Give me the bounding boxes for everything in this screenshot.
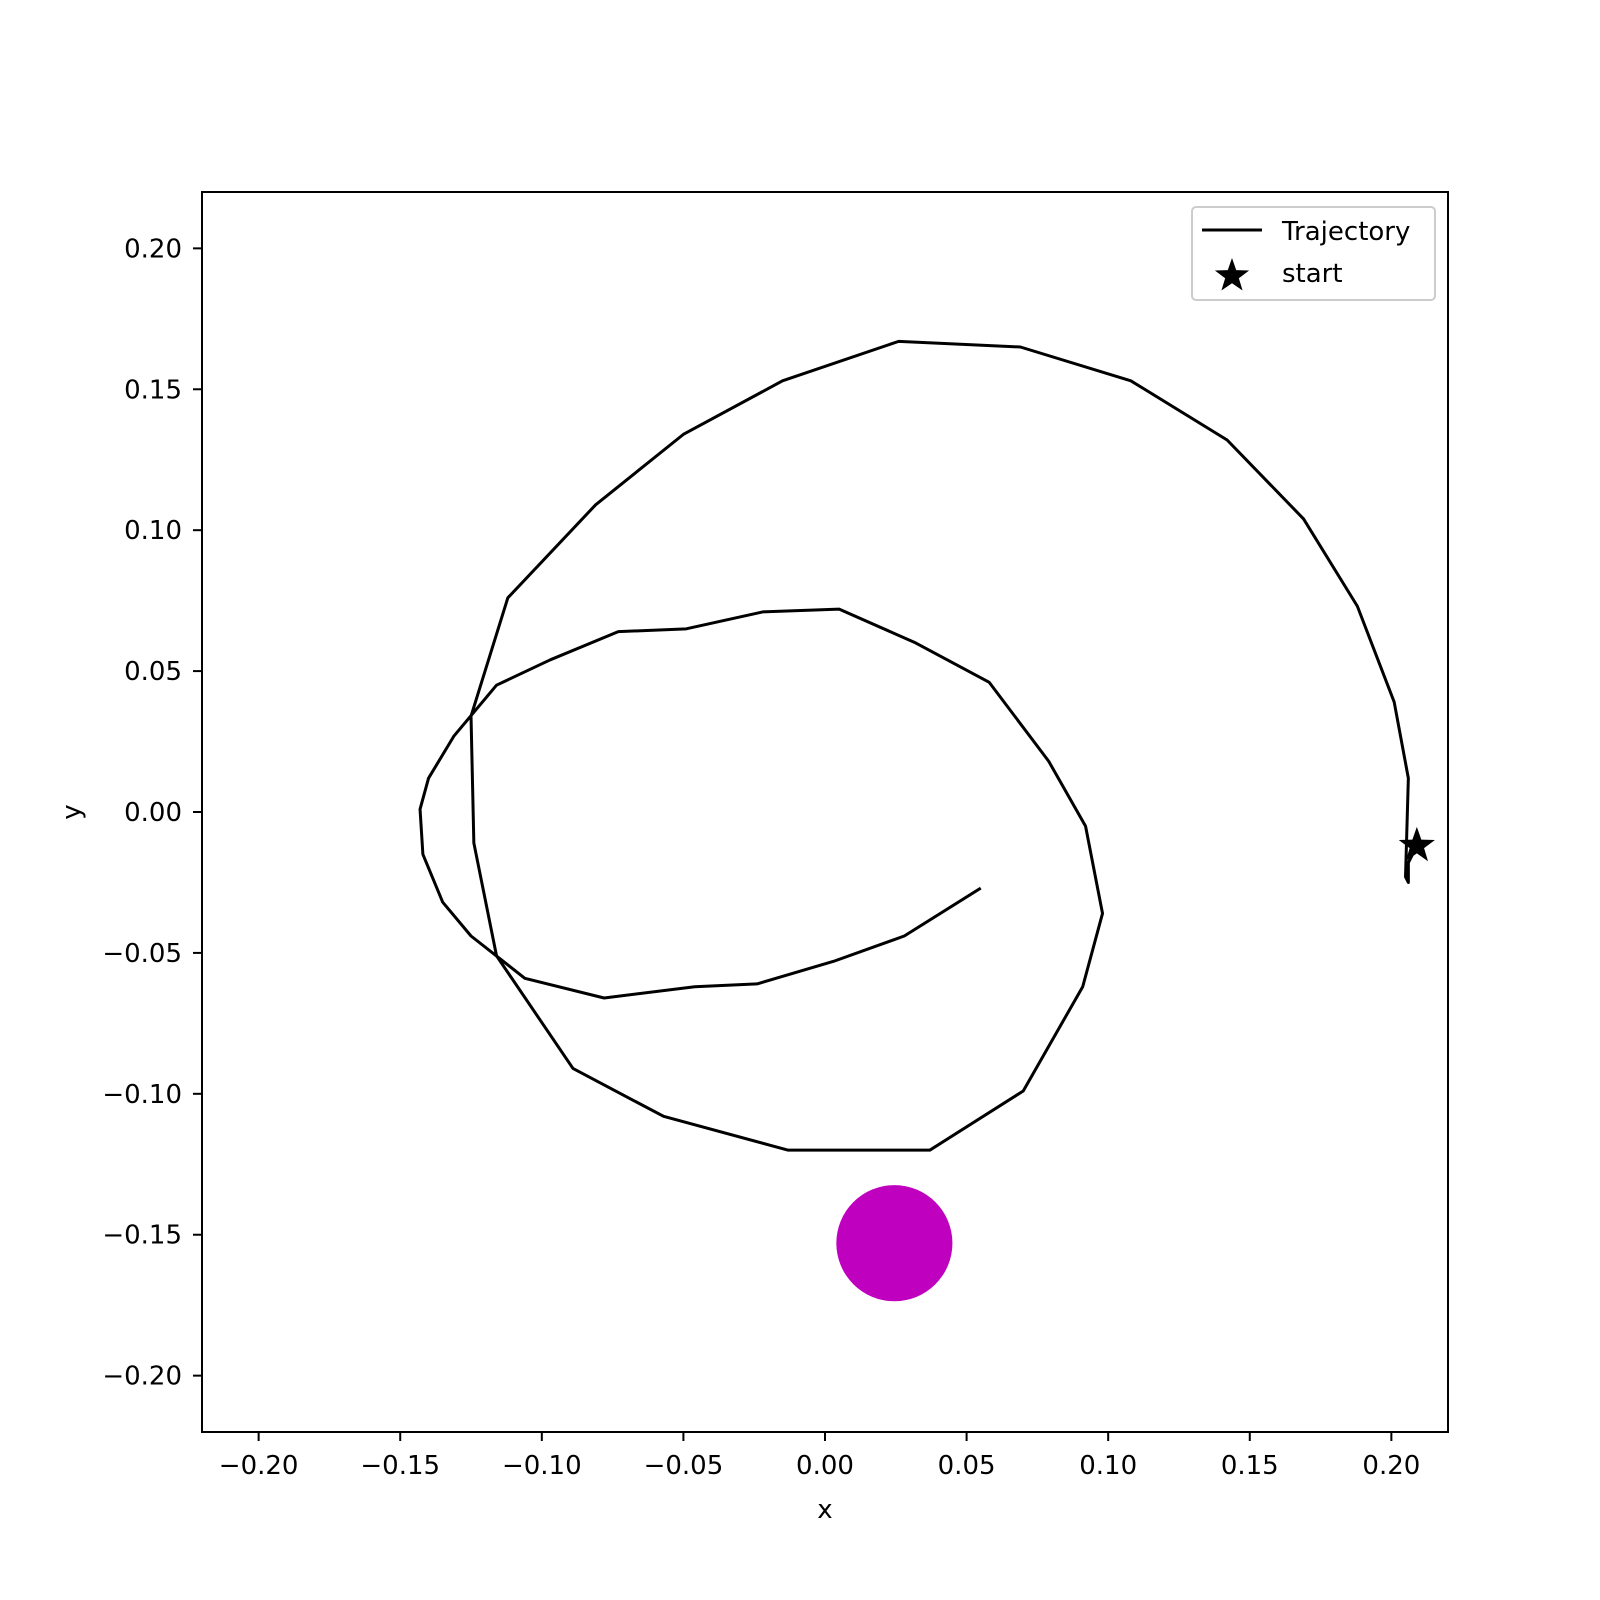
y-tick-label: −0.20: [102, 1362, 182, 1392]
x-tick-label: 0.20: [1362, 1451, 1420, 1481]
x-tick-label: 0.00: [796, 1451, 854, 1481]
axes: −0.20 −0.15 −0.10 −0.05 0.00 0.05 0.10 0.15 0.20…: [102, 191, 1449, 1481]
y-tick-label: 0.15: [124, 375, 182, 405]
y-tick-label: 0.10: [124, 516, 182, 546]
y-tick-label: 0.05: [124, 657, 182, 687]
y-tick-label: 0.20: [124, 234, 182, 264]
x-tick-label: 0.05: [938, 1451, 996, 1481]
start-star-marker: [1398, 826, 1435, 862]
legend-start-star-icon: [1214, 258, 1250, 291]
x-tick-label: −0.15: [360, 1451, 440, 1481]
y-axis-label: y: [57, 804, 87, 819]
x-tick-label: 0.15: [1221, 1451, 1279, 1481]
target-marker: [836, 1185, 953, 1302]
x-tick-label: 0.10: [1079, 1451, 1137, 1481]
y-tick-label: −0.10: [102, 1080, 182, 1110]
y-tick-label: 0.00: [124, 798, 182, 828]
x-axis-label: x: [817, 1495, 832, 1525]
x-tick-label: −0.20: [219, 1451, 299, 1481]
y-tick-label: −0.15: [102, 1221, 182, 1251]
plot-area: [418, 339, 1435, 1302]
x-tick-label: −0.05: [644, 1451, 724, 1481]
x-tick-label: −0.10: [502, 1451, 582, 1481]
series-line-0-trajectory: [418, 339, 1419, 1152]
legend-label-start: start: [1282, 259, 1343, 289]
legend: Trajectory start: [1191, 206, 1436, 301]
legend-label-trajectory: Trajectory: [1281, 217, 1410, 247]
y-tick-label: −0.05: [102, 939, 182, 969]
